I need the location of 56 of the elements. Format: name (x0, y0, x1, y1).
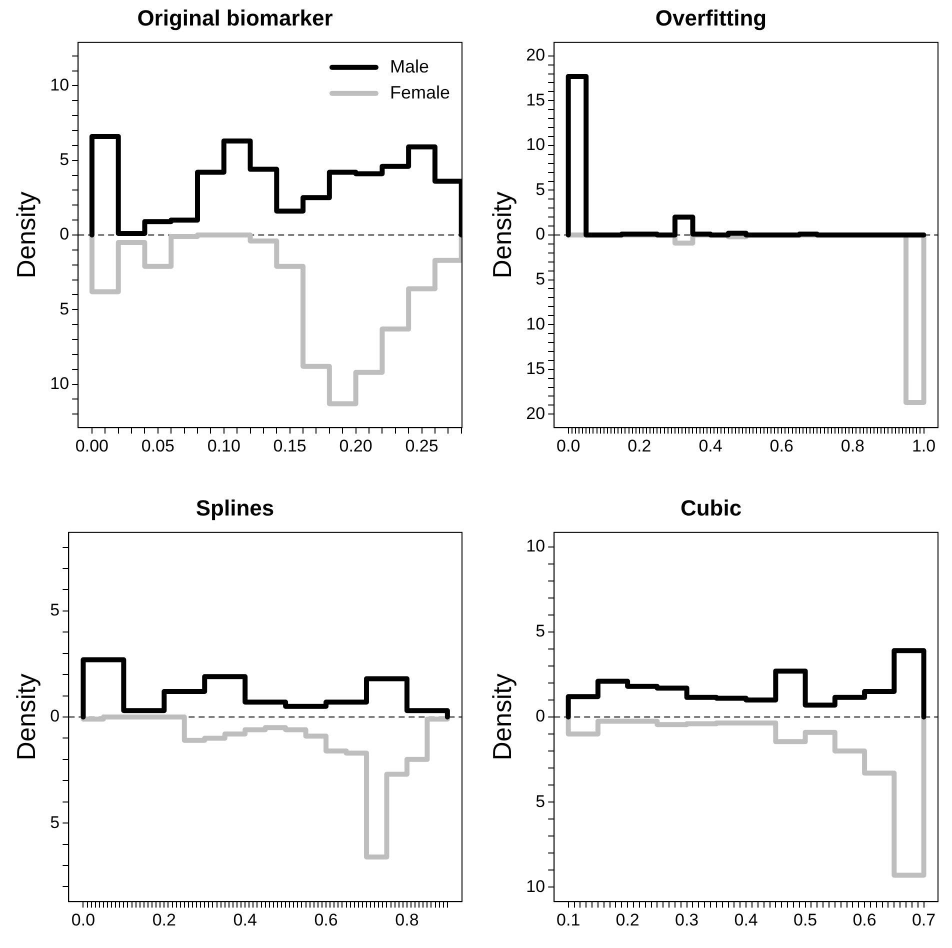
x-tick-label: 0.2 (628, 436, 652, 456)
y-tick-label: 0 (60, 224, 70, 244)
x-tick-label: 0.4 (698, 436, 722, 456)
x-tick-label: 0.05 (141, 436, 174, 456)
legend-label: Female (390, 82, 450, 102)
y-tick-label: 10 (50, 75, 70, 94)
x-tick-label: 0.10 (207, 436, 240, 456)
y-tick-label: 5 (60, 299, 70, 318)
x-tick-label: 0.6 (852, 910, 876, 930)
x-tick-label: 0.0 (71, 910, 96, 930)
y-axis-title: Density (10, 192, 41, 278)
x-tick-label: 0.8 (840, 436, 865, 456)
x-tick-label: 0.2 (616, 910, 640, 930)
x-tick-label: 0.4 (734, 910, 758, 930)
y-tick-label: 5 (60, 150, 70, 170)
y-tick-label: 5 (536, 622, 546, 641)
y-tick-label: 10 (526, 135, 546, 154)
y-axis-title: Density (486, 192, 517, 278)
x-tick-label: 0.00 (75, 436, 109, 456)
x-tick-label: 0.8 (395, 910, 419, 930)
x-tick-label: 0.5 (793, 910, 818, 930)
x-tick-label: 1.0 (912, 436, 936, 456)
x-tick-label: 0.0 (556, 436, 580, 456)
y-tick-label: 5 (50, 812, 60, 832)
y-axis-title: Density (486, 674, 517, 760)
y-tick-label: 15 (526, 359, 546, 378)
y-tick-label: 15 (526, 90, 546, 110)
y-tick-label: 0 (50, 706, 60, 726)
x-tick-label: 0.6 (314, 910, 338, 930)
y-tick-label: 10 (526, 314, 546, 334)
x-tick-label: 0.6 (770, 436, 794, 456)
x-tick-label: 0.1 (556, 910, 580, 930)
y-axis-title: Density (10, 674, 41, 760)
chart-title: Original biomarker (137, 5, 334, 30)
x-tick-label: 0.20 (339, 436, 372, 456)
y-tick-label: 5 (50, 600, 60, 620)
y-tick-label: 20 (526, 404, 546, 423)
y-tick-label: 5 (536, 269, 546, 288)
x-tick-label: 0.2 (152, 910, 176, 930)
x-tick-label: 0.4 (233, 910, 257, 930)
y-tick-label: 5 (536, 180, 546, 199)
chart-title: Cubic (680, 495, 742, 520)
y-tick-label: 10 (526, 876, 546, 896)
chart-title: Overfitting (655, 5, 767, 30)
y-tick-label: 10 (50, 374, 70, 393)
x-tick-label: 0.7 (912, 910, 936, 930)
y-tick-label: 0 (536, 706, 546, 726)
x-tick-label: 0.25 (405, 436, 438, 456)
chart-title: Splines (196, 495, 274, 520)
x-tick-label: 0.15 (273, 436, 306, 456)
x-tick-label: 0.3 (674, 910, 699, 930)
y-tick-label: 10 (526, 536, 546, 556)
legend-label: Male (390, 56, 429, 76)
y-tick-label: 0 (536, 224, 546, 244)
y-tick-label: 5 (536, 792, 546, 811)
y-tick-label: 20 (526, 46, 546, 65)
